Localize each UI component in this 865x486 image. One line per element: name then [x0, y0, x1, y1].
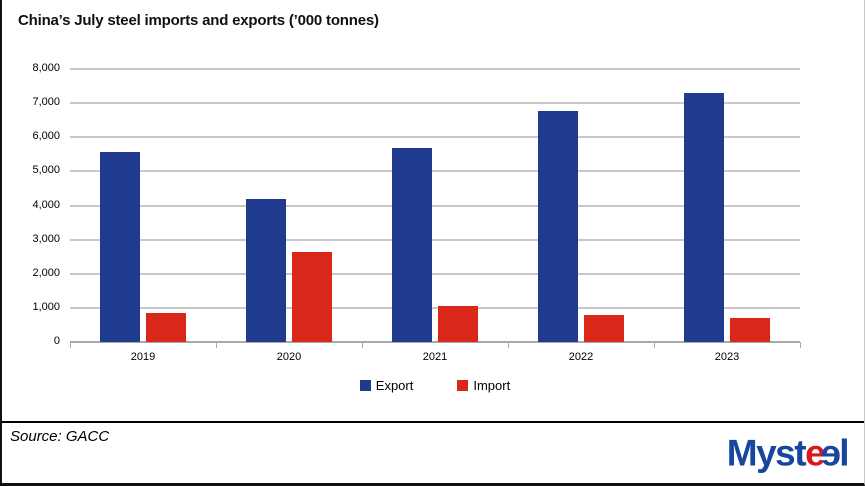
- y-axis-label: 4,000: [32, 198, 60, 211]
- gridline: [70, 204, 800, 207]
- legend-swatch-export: [359, 380, 371, 391]
- bar-import-2020: [292, 252, 332, 342]
- bars-row: [70, 69, 800, 342]
- bar-export-2019: [100, 152, 140, 342]
- legend-item-export: Export: [359, 378, 414, 393]
- x-axis-tick: [362, 342, 363, 348]
- page-title: China’s July steel imports and exports (…: [18, 12, 379, 29]
- bar-group-2022: [508, 69, 654, 342]
- y-axis-label: 2,000: [32, 266, 60, 279]
- y-axis-label: 6,000: [32, 130, 60, 143]
- plot-area: 0 1,000 2,000 3,000 4,000 5,000 6,000 7,000 8,00…: [32, 62, 801, 363]
- bar-export-2020: [246, 199, 286, 342]
- footer: Source: GACC Mysteel: [2, 421, 864, 483]
- gridline: [70, 238, 800, 241]
- gridline: [70, 102, 800, 105]
- y-axis-label: 7,000: [32, 96, 60, 109]
- legend-item-import: Import: [457, 378, 510, 393]
- x-axis-tick: [800, 342, 801, 348]
- y-axis-label: 0: [53, 335, 60, 347]
- bar-import-2022: [584, 315, 624, 342]
- logo-letter-l: l: [839, 432, 849, 474]
- x-axis-labels: 2019 2020 2021 2022 2023: [70, 351, 800, 363]
- x-axis-tick: [216, 342, 217, 348]
- logo-letter-e-blue: e: [822, 432, 842, 474]
- x-axis-label-2020: 2020: [276, 351, 302, 363]
- x-axis-tick: [70, 342, 71, 348]
- legend-label-export: Export: [375, 378, 414, 393]
- gridline: [70, 170, 800, 173]
- gridline: [70, 136, 800, 139]
- bar-import-2021: [438, 306, 478, 342]
- logo-text-myst: Myst: [726, 432, 807, 474]
- logo-letter-e-red: e: [805, 432, 826, 474]
- bar-import-2019: [146, 313, 186, 342]
- source-text: Source: GACC: [10, 428, 110, 445]
- y-axis-label: 3,000: [32, 232, 60, 245]
- bar-group-2020: [216, 69, 362, 342]
- gridline: [70, 272, 800, 275]
- gridline: [70, 306, 800, 309]
- bar-group-2021: [362, 69, 508, 342]
- legend-swatch-import: [457, 380, 469, 391]
- y-axis-label: 8,000: [32, 62, 60, 74]
- x-axis-tick: [508, 342, 509, 348]
- bar-export-2021: [392, 148, 432, 342]
- bar-group-2023: [654, 69, 800, 342]
- x-axis-label-2021: 2021: [422, 351, 448, 363]
- x-axis-label-2019: 2019: [130, 351, 156, 363]
- bar-export-2022: [538, 110, 578, 342]
- x-axis-label-2022: 2022: [568, 351, 594, 363]
- gridline: [70, 68, 800, 70]
- legend-label-import: Import: [473, 378, 511, 393]
- mysteel-logo: Mysteel: [726, 432, 850, 474]
- x-axis-line: [70, 341, 800, 343]
- bar-group-2019: [70, 69, 216, 342]
- y-axis-label: 5,000: [32, 164, 60, 177]
- x-axis-label-2023: 2023: [714, 351, 740, 363]
- legend: Export Import: [70, 378, 800, 393]
- bar-export-2023: [684, 92, 724, 342]
- bar-import-2023: [730, 318, 770, 342]
- x-axis-tick: [654, 342, 655, 348]
- y-axis-label: 1,000: [32, 300, 60, 313]
